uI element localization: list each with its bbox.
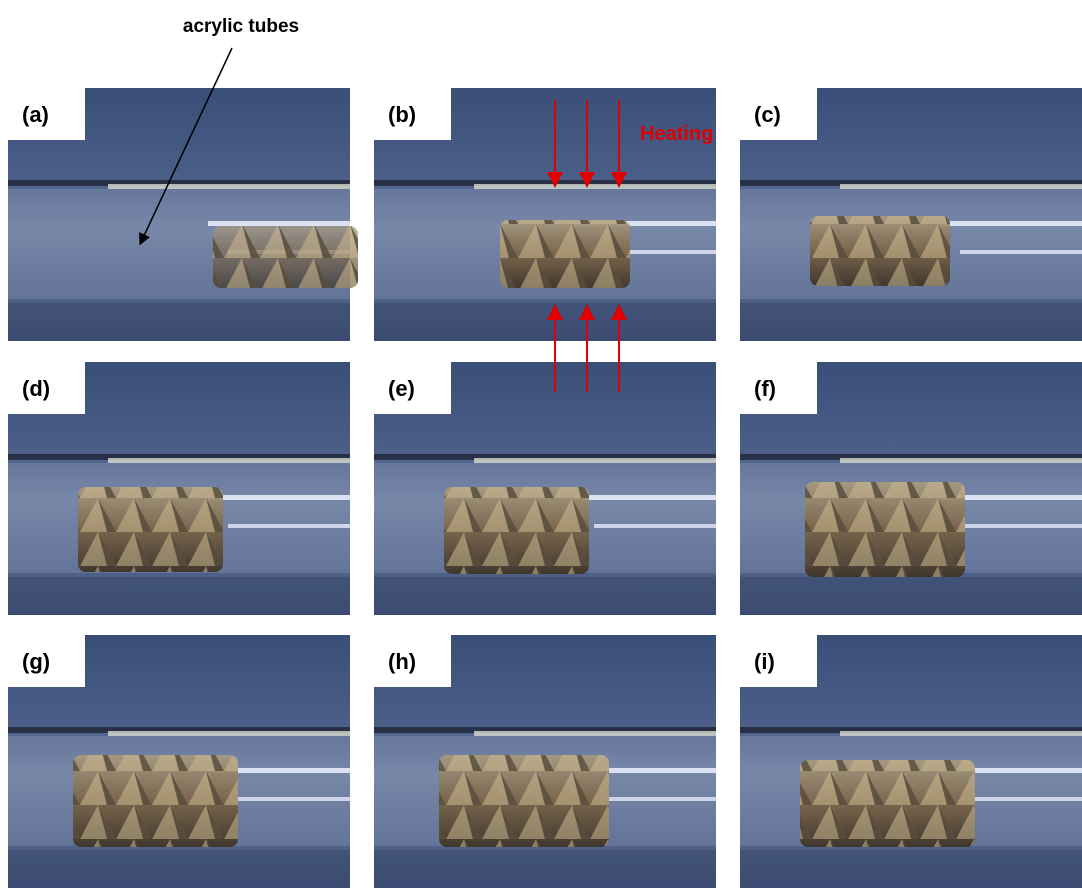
panel-label: (f) <box>754 376 776 401</box>
floor-band <box>740 850 1082 888</box>
tube-edge-light <box>840 731 1082 736</box>
photo-panel: (d) <box>8 362 350 615</box>
origami-pattern <box>800 760 975 847</box>
floor-band <box>8 577 350 615</box>
origami-pattern <box>213 226 358 288</box>
floor-band <box>374 577 716 615</box>
figure: (a) (b) (c) (d) (e) (f) (g) (h) (i) acrylic tube… <box>0 0 1082 888</box>
panel-label: (c) <box>754 102 781 127</box>
origami-pattern <box>500 220 630 288</box>
photo-panel: (f) <box>740 362 1082 615</box>
floor-band <box>374 850 716 888</box>
panel-label: (b) <box>388 102 416 127</box>
heating-label: Heating <box>640 123 713 145</box>
panel-label: (a) <box>22 102 49 127</box>
tube-edge-light <box>108 731 350 736</box>
reflection <box>594 797 716 801</box>
tube-edge-light <box>108 184 350 189</box>
reflection <box>208 495 350 500</box>
photo-panel: (e) <box>374 362 716 615</box>
floor-band <box>8 303 350 341</box>
reflection <box>940 221 1082 226</box>
label-notch <box>740 635 817 687</box>
origami-pattern <box>78 487 223 572</box>
tube-label: acrylic tubes <box>183 16 299 37</box>
tube-edge-light <box>840 184 1082 189</box>
reflection <box>960 797 1082 801</box>
reflection <box>594 524 716 528</box>
floor-band <box>740 303 1082 341</box>
tube-edge-light <box>108 458 350 463</box>
tube-edge-light <box>474 458 716 463</box>
panel-label: (i) <box>754 649 775 674</box>
panel-label: (d) <box>22 376 50 401</box>
panel-label: (e) <box>388 376 415 401</box>
reflection <box>228 797 350 801</box>
tube-edge-light <box>474 184 716 189</box>
tube-edge-light <box>474 731 716 736</box>
reflection <box>960 524 1082 528</box>
origami-pattern <box>439 755 609 847</box>
reflection <box>208 221 350 226</box>
floor-band <box>374 303 716 341</box>
origami-pattern <box>73 755 238 847</box>
photo-panel: (a) <box>8 88 358 341</box>
panel-label: (h) <box>388 649 416 674</box>
photo-panel: (c) <box>740 88 1082 341</box>
reflection <box>960 250 1082 254</box>
label-notch <box>740 362 817 414</box>
origami-pattern <box>810 216 950 286</box>
floor-band <box>8 850 350 888</box>
reflection <box>228 524 350 528</box>
origami-pattern <box>805 482 965 577</box>
tube-edge-light <box>840 458 1082 463</box>
panel-grid: (a) (b) (c) (d) (e) (f) (g) (h) (i) <box>8 88 1082 888</box>
reflection <box>574 495 716 500</box>
photo-panel: (h) <box>374 635 716 888</box>
panel-label: (g) <box>22 649 50 674</box>
photo-panel: (i) <box>740 635 1082 888</box>
origami-pattern <box>444 487 589 574</box>
photo-panel: (g) <box>8 635 350 888</box>
floor-band <box>740 577 1082 615</box>
